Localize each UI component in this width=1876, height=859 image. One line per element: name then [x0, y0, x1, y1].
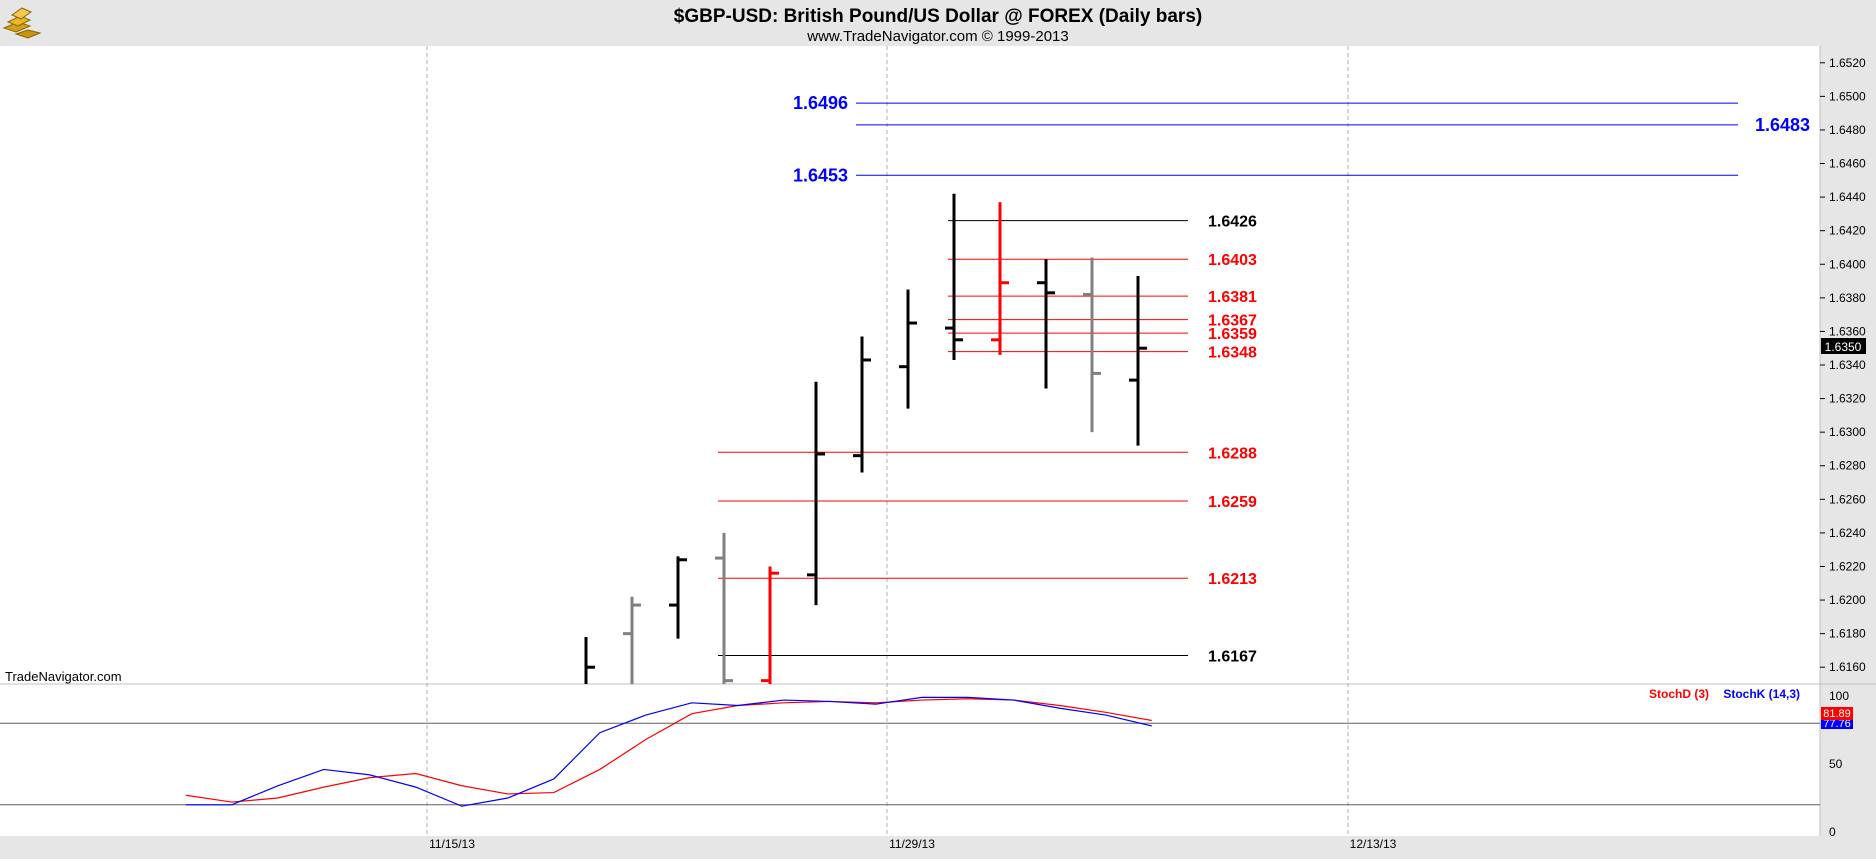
ohlc-bar	[899, 289, 917, 409]
last-price-badge	[1821, 338, 1866, 354]
stochastic-panel	[0, 684, 1820, 836]
ohlc-bar	[1129, 276, 1147, 446]
chart-title: $GBP-USD: British Pound/US Dollar @ FORE…	[674, 6, 1202, 27]
level-lines: 1.6496 1.6483 1.6453 1.6426 1.6403 1.6381 1.63…	[718, 93, 1810, 665]
stochd-value-badge	[1821, 707, 1853, 720]
date-axis: 11/15/13 11/29/13 12/13/13	[429, 837, 1397, 851]
date-tick-label: 12/13/13	[1350, 837, 1397, 851]
level-label-1.6288: 1.6288	[1208, 445, 1257, 462]
chart-subtitle: www.TradeNavigator.com © 1999-2013	[806, 28, 1068, 45]
level-label-1.6167: 1.6167	[1208, 648, 1257, 665]
level-label-1.6348: 1.6348	[1208, 345, 1257, 362]
ohlc-bar	[761, 566, 779, 684]
ohlc-bar	[623, 596, 641, 684]
ohlc-bar	[991, 202, 1009, 355]
level-label-1.6453: 1.6453	[793, 165, 848, 185]
ohlc-bar	[1037, 259, 1055, 389]
stochastic-layer	[0, 696, 1820, 807]
level-label-1.6426: 1.6426	[1208, 214, 1257, 231]
stochd-value-label: 81.89	[1823, 708, 1851, 720]
price-tick-label: 1.6500	[1829, 89, 1866, 103]
price-tick-label: 1.6360	[1829, 324, 1866, 338]
level-label-1.6213: 1.6213	[1208, 571, 1257, 588]
level-label-1.6496: 1.6496	[793, 93, 848, 113]
price-tick-label: 1.6160	[1829, 660, 1866, 674]
gold-bars-logo-icon[interactable]	[2, 7, 42, 39]
price-tick-label: 1.6400	[1829, 257, 1866, 271]
date-tick-label: 11/29/13	[889, 837, 935, 851]
level-label-1.6367: 1.6367	[1208, 313, 1257, 330]
stochastic-axis: 0 50 100	[1829, 689, 1849, 839]
ohlc-bar	[669, 556, 687, 639]
stoch-tick-label: 0	[1829, 825, 1836, 839]
price-tick-label: 1.6460	[1829, 157, 1866, 171]
legend-stochd: StochD (3)	[1649, 687, 1709, 701]
stochk-value-label: 77.76	[1823, 718, 1851, 730]
price-tick-label: 1.6480	[1829, 123, 1866, 137]
ohlc-bars	[584, 193, 1147, 684]
stochk-line	[185, 696, 1152, 807]
level-label-1.6403: 1.6403	[1208, 252, 1257, 269]
ohlc-bar	[807, 381, 825, 606]
price-tick-label: 1.6520	[1829, 56, 1866, 70]
last-price-label: 1.6350	[1825, 340, 1862, 354]
watermark-text: TradeNavigator.com	[5, 669, 122, 684]
price-tick-label: 1.6240	[1829, 526, 1866, 540]
stochd-line	[185, 698, 1152, 803]
price-axis: 1.6160 1.6180 1.6200 1.6220 1.6240 1.6260 1.62…	[1820, 56, 1866, 674]
ohlc-bar	[715, 532, 733, 684]
stoch-tick-label: 50	[1829, 757, 1843, 771]
level-label-1.6359: 1.6359	[1208, 326, 1257, 343]
level-label-1.6259: 1.6259	[1208, 494, 1257, 511]
price-tick-label: 1.6380	[1829, 291, 1866, 305]
legend-stochk: StochK (14,3)	[1723, 687, 1800, 701]
ohlc-bar	[853, 336, 871, 473]
price-tick-label: 1.6440	[1829, 190, 1866, 204]
ohlc-bar	[945, 193, 963, 360]
price-tick-label: 1.6180	[1829, 627, 1866, 641]
level-label-1.6483: 1.6483	[1755, 115, 1810, 135]
price-tick-label: 1.6320	[1829, 392, 1866, 406]
price-tick-label: 1.6220	[1829, 559, 1866, 573]
ohlc-bar	[1083, 257, 1101, 433]
level-label-1.6381: 1.6381	[1208, 289, 1257, 306]
grid-layer	[426, 46, 1349, 836]
date-tick-label: 11/15/13	[429, 837, 475, 851]
price-tick-label: 1.6260	[1829, 492, 1866, 506]
price-tick-label: 1.6340	[1829, 358, 1866, 372]
ohlc-bar	[584, 636, 595, 684]
price-tick-label: 1.6300	[1829, 425, 1866, 439]
price-tick-label: 1.6280	[1829, 459, 1866, 473]
price-tick-label: 1.6420	[1829, 224, 1866, 238]
price-panel	[0, 46, 1820, 684]
stoch-tick-label: 100	[1829, 689, 1849, 703]
price-tick-label: 1.6200	[1829, 593, 1866, 607]
